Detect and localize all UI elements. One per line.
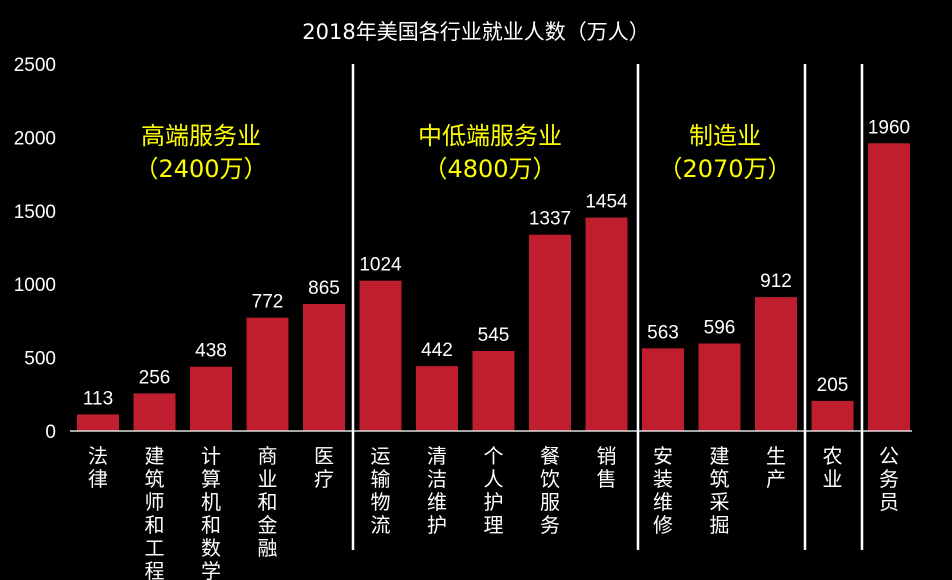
group-label-manufacturing: 制造业 （2070万） xyxy=(595,120,855,186)
x-tick-label: 建筑师和工程 xyxy=(145,444,165,580)
bar xyxy=(698,343,741,431)
data-label: 545 xyxy=(478,325,510,346)
data-label: 1454 xyxy=(585,192,628,213)
bar xyxy=(416,366,458,431)
data-label: 596 xyxy=(704,318,736,339)
y-tick-label: 500 xyxy=(24,349,56,370)
x-tick-label: 清洁维护 xyxy=(427,444,447,537)
bar xyxy=(133,393,176,431)
x-tick-label: 医疗 xyxy=(314,444,334,491)
y-tick-label: 2500 xyxy=(14,55,56,76)
bar xyxy=(755,297,797,431)
y-tick-label: 1000 xyxy=(14,275,56,296)
x-tick-label: 运输物流 xyxy=(371,444,391,537)
bar xyxy=(359,280,402,431)
x-tick-label: 安装维修 xyxy=(653,444,673,537)
data-label: 1960 xyxy=(868,117,910,138)
data-label: 113 xyxy=(83,388,113,409)
x-tick-label: 计算机和数学 xyxy=(201,444,221,580)
group-total: （2070万） xyxy=(658,155,792,183)
bar xyxy=(811,400,854,431)
y-tick-label: 0 xyxy=(45,422,56,443)
data-label: 438 xyxy=(195,341,227,362)
data-label: 205 xyxy=(817,375,849,396)
chart-title: 2018年美国各行业就业人数（万人） xyxy=(302,20,650,44)
bar xyxy=(77,414,119,431)
bar xyxy=(303,304,345,431)
x-tick-label: 公务员 xyxy=(879,444,899,514)
group-name: 高端服务业 xyxy=(141,122,261,150)
y-tick-label: 2000 xyxy=(14,128,56,149)
y-tick-label: 1500 xyxy=(14,202,56,223)
group-total: （4800万） xyxy=(423,155,557,183)
bar xyxy=(642,348,684,431)
data-label: 1024 xyxy=(359,255,402,276)
data-label: 442 xyxy=(421,340,453,361)
bar xyxy=(529,234,571,431)
x-tick-label: 农业 xyxy=(823,444,843,491)
group-label-mid-low: 中低端服务业 （4800万） xyxy=(360,120,620,186)
bar xyxy=(585,217,628,431)
data-label: 772 xyxy=(252,292,284,313)
data-label: 865 xyxy=(308,278,340,299)
x-tick-label: 个人护理 xyxy=(484,444,504,537)
bar xyxy=(246,317,289,431)
bar xyxy=(190,366,232,431)
x-tick-label: 餐饮服务 xyxy=(540,444,560,537)
x-tick-label: 建筑采掘 xyxy=(710,444,730,537)
x-tick-label: 生产 xyxy=(766,444,786,491)
data-label: 1337 xyxy=(529,209,571,230)
x-tick-label: 销售 xyxy=(597,444,617,491)
data-label: 912 xyxy=(760,271,792,292)
group-name: 中低端服务业 xyxy=(418,122,562,150)
x-tick-label: 商业和金融 xyxy=(258,444,278,560)
group-total: （2400万） xyxy=(134,155,268,183)
group-name: 制造业 xyxy=(689,122,761,150)
group-label-high-end: 高端服务业 （2400万） xyxy=(71,120,331,186)
bar xyxy=(472,350,515,431)
data-label: 563 xyxy=(647,322,679,343)
bar xyxy=(868,143,910,431)
x-tick-label: 法律 xyxy=(88,444,108,491)
data-label: 256 xyxy=(139,367,171,388)
